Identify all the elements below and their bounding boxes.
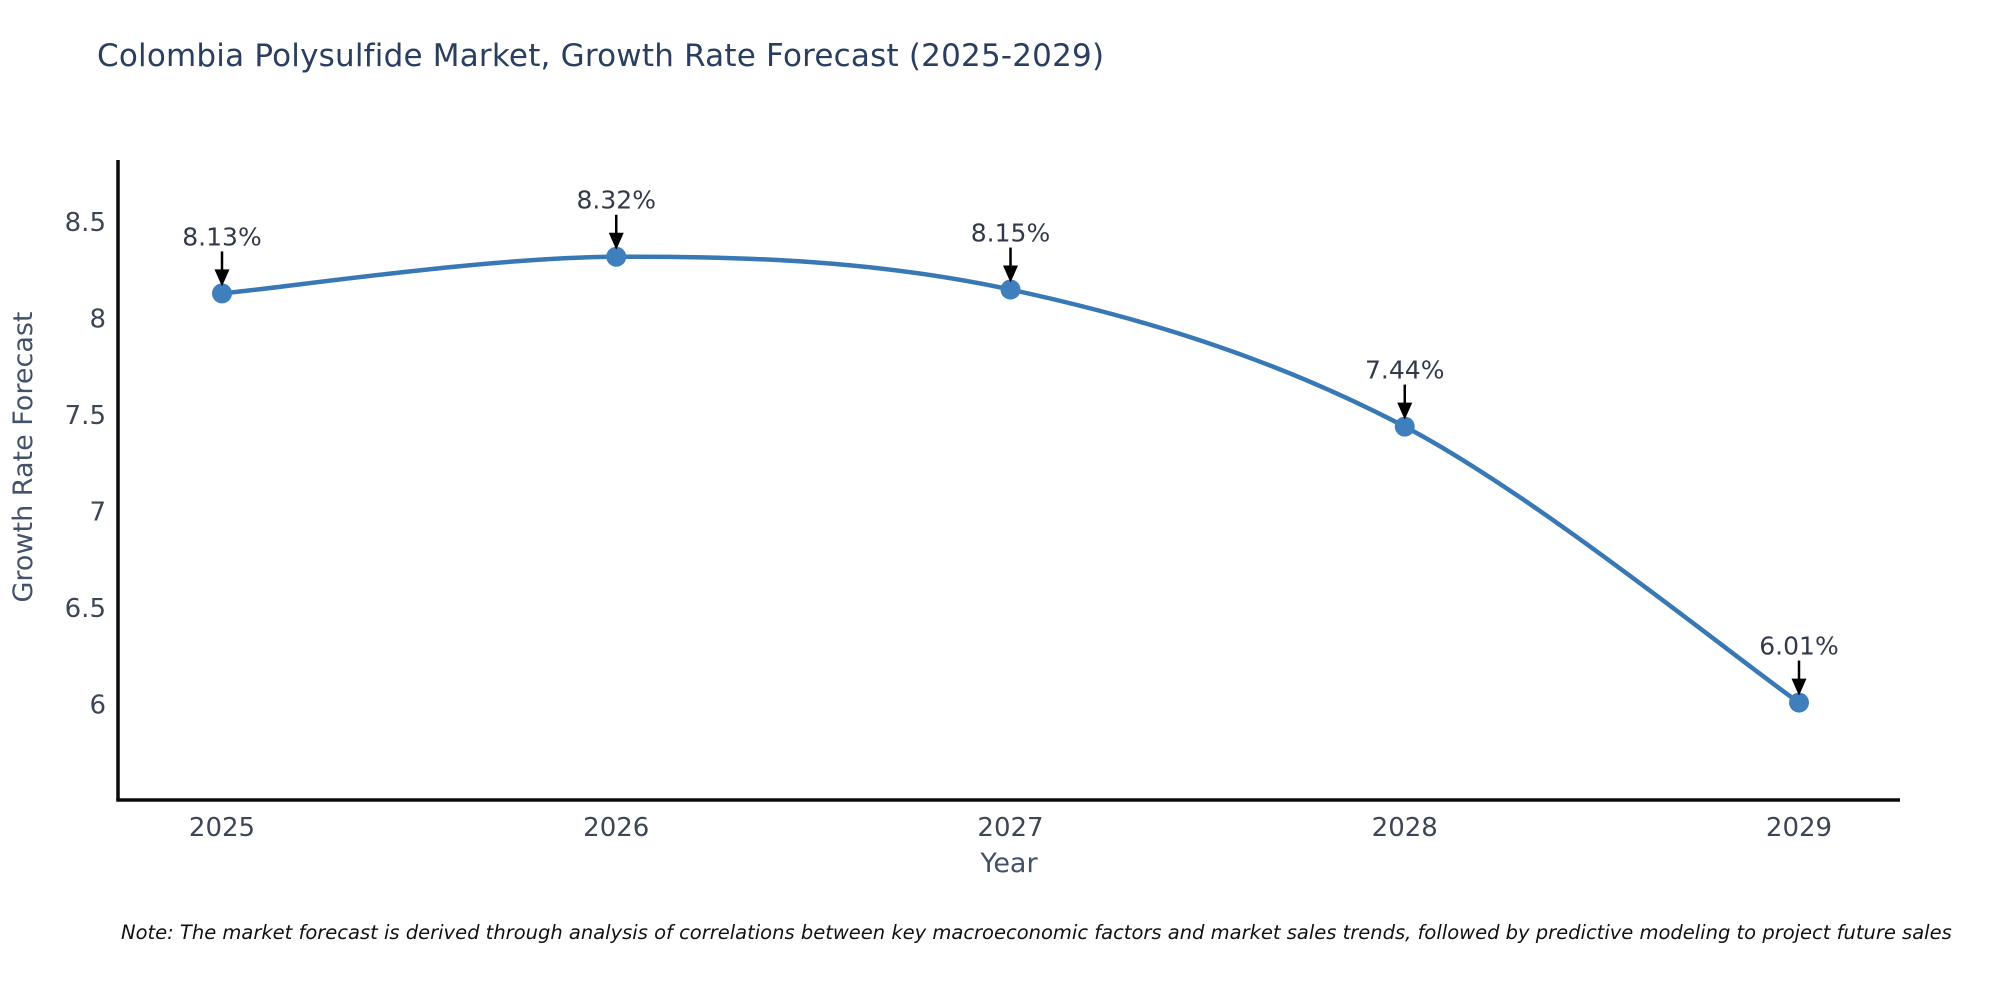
y-tick-label: 6.5: [65, 594, 106, 624]
growth-rate-line: [219, 254, 1802, 705]
data-point-marker: [1394, 416, 1415, 437]
data-point-marker: [1789, 692, 1809, 713]
point-value-label: 8.32%: [577, 186, 656, 215]
point-value-label: 8.13%: [182, 222, 261, 251]
annotation-arrowhead-icon: [608, 232, 624, 250]
x-tick-label: 2027: [977, 813, 1043, 843]
data-point-marker: [212, 283, 232, 304]
y-axis-title: Growth Rate Forecast: [8, 311, 39, 602]
point-value-label: 6.01%: [1759, 632, 1838, 661]
annotation-arrowhead-icon: [214, 269, 230, 287]
x-axis-title: Year: [979, 848, 1038, 879]
x-tick-label: 2029: [1766, 813, 1832, 843]
y-tick-label: 6: [89, 691, 106, 721]
x-tick-label: 2026: [583, 813, 649, 843]
annotation-arrowhead-icon: [1397, 402, 1413, 420]
annotation-arrowhead-icon: [1003, 265, 1018, 283]
annotation-arrowhead-icon: [1791, 678, 1807, 696]
y-tick-label: 8: [89, 305, 106, 335]
point-value-label: 7.44%: [1365, 356, 1444, 385]
data-point-marker: [606, 246, 627, 267]
y-tick-label: 7: [89, 498, 106, 528]
chart-title: Colombia Polysulfide Market, Growth Rate…: [97, 38, 1105, 74]
x-tick-label: 2028: [1372, 813, 1438, 843]
data-point-marker: [1000, 279, 1021, 300]
x-tick-label: 2025: [189, 813, 255, 843]
point-value-label: 8.15%: [971, 219, 1050, 248]
y-tick-label: 8.5: [65, 208, 106, 238]
y-tick-label: 7.5: [65, 401, 106, 431]
forecast-method-note: Note: The market forecast is derived thr…: [121, 921, 1952, 944]
